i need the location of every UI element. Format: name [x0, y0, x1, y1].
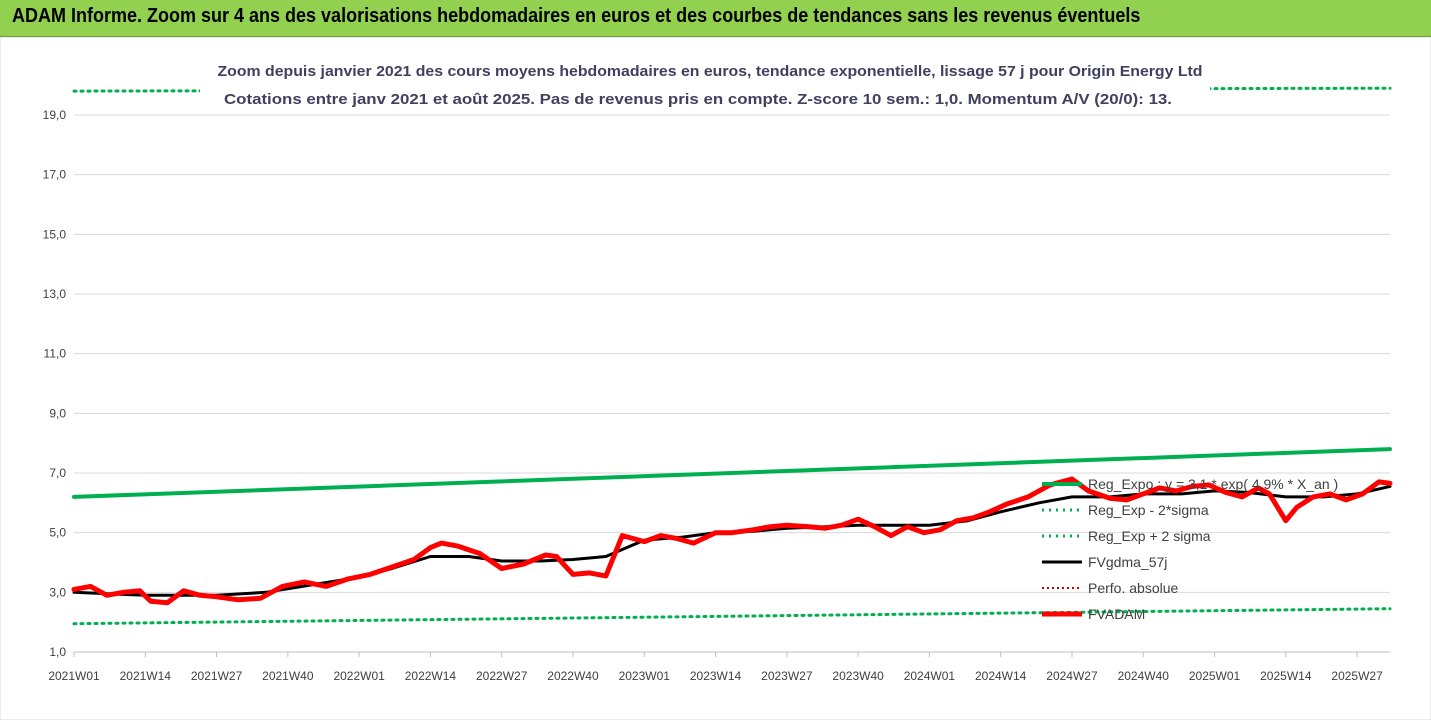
gridlines [74, 114, 1390, 653]
chart-area: 1,0 3,0 5,0 7,0 9,0 11,0 13,0 15,0 17,0 19,0 2021… [0, 37, 1431, 720]
x-tick-label: 2025W27 [1331, 669, 1383, 683]
line-chart: 1,0 3,0 5,0 7,0 9,0 11,0 13,0 15,0 17,0 19,0 2021… [0, 37, 1431, 720]
report-header: ADAM Informe. Zoom sur 4 ans des valoris… [0, 0, 1431, 37]
x-tick-label: 2023W14 [690, 669, 742, 683]
y-tick-label: 9,0 [49, 406, 66, 420]
legend-label: Reg_Expo : y = 3,1 * exp( 4,9% * X_an ) [1088, 476, 1338, 492]
x-axis-ticks: 2021W01 2021W14 2021W27 2021W40 2022W01 2022W… [48, 652, 1383, 683]
y-tick-label: 11,0 [44, 347, 67, 361]
legend-label: Perfo. absolue [1088, 580, 1178, 596]
series-line [72, 447, 1392, 499]
y-tick-label: 13,0 [43, 287, 67, 301]
legend-label: Reg_Exp + 2 sigma [1088, 528, 1211, 544]
y-tick-label: 3,0 [49, 585, 66, 599]
legend-label: FVgdma_57j [1088, 554, 1167, 570]
series-line [71, 476, 1393, 606]
x-tick-label: 2023W40 [832, 669, 884, 683]
y-tick-label: 5,0 [49, 526, 66, 540]
x-tick-label: 2022W27 [476, 669, 528, 683]
chart-title-background [200, 55, 1210, 113]
x-tick-label: 2024W01 [904, 669, 956, 683]
report-title: ADAM Informe. Zoom sur 4 ans des valoris… [12, 5, 1141, 27]
series-layer [71, 86, 1393, 626]
y-tick-label: 7,0 [49, 466, 66, 480]
x-tick-label: 2025W14 [1260, 669, 1312, 683]
x-tick-label: 2022W01 [333, 669, 385, 683]
chart-background [0, 37, 1431, 720]
legend: Reg_Expo : y = 3,1 * exp( 4,9% * X_an ) R… [1042, 476, 1338, 622]
y-tick-label: 17,0 [43, 168, 67, 182]
x-tick-label: 2024W40 [1118, 669, 1170, 683]
x-tick-label: 2022W40 [547, 669, 599, 683]
chart-subtitle: Cotations entre janv 2021 et août 2025. … [224, 91, 1172, 108]
x-tick-label: 2021W27 [191, 669, 243, 683]
x-tick-label: 2021W01 [48, 669, 100, 683]
x-tick-label: 2023W01 [619, 669, 671, 683]
series-line [72, 607, 1392, 626]
x-tick-label: 2022W14 [405, 669, 457, 683]
y-tick-label: 19,0 [43, 108, 67, 122]
x-tick-label: 2024W14 [975, 669, 1027, 683]
x-tick-label: 2021W40 [262, 669, 314, 683]
chart-title: Zoom depuis janvier 2021 des cours moyen… [218, 63, 1203, 80]
y-tick-label: 15,0 [43, 227, 67, 241]
x-tick-label: 2023W27 [761, 669, 813, 683]
y-tick-label: 1,0 [49, 645, 66, 659]
y-axis-ticks: 1,0 3,0 5,0 7,0 9,0 11,0 13,0 15,0 17,0 19,0 [43, 108, 67, 659]
legend-label: FVADAM [1088, 606, 1145, 622]
x-tick-label: 2025W01 [1189, 669, 1241, 683]
x-tick-label: 2021W14 [120, 669, 172, 683]
legend-label: Reg_Exp - 2*sigma [1088, 502, 1209, 518]
x-tick-label: 2024W27 [1046, 669, 1098, 683]
